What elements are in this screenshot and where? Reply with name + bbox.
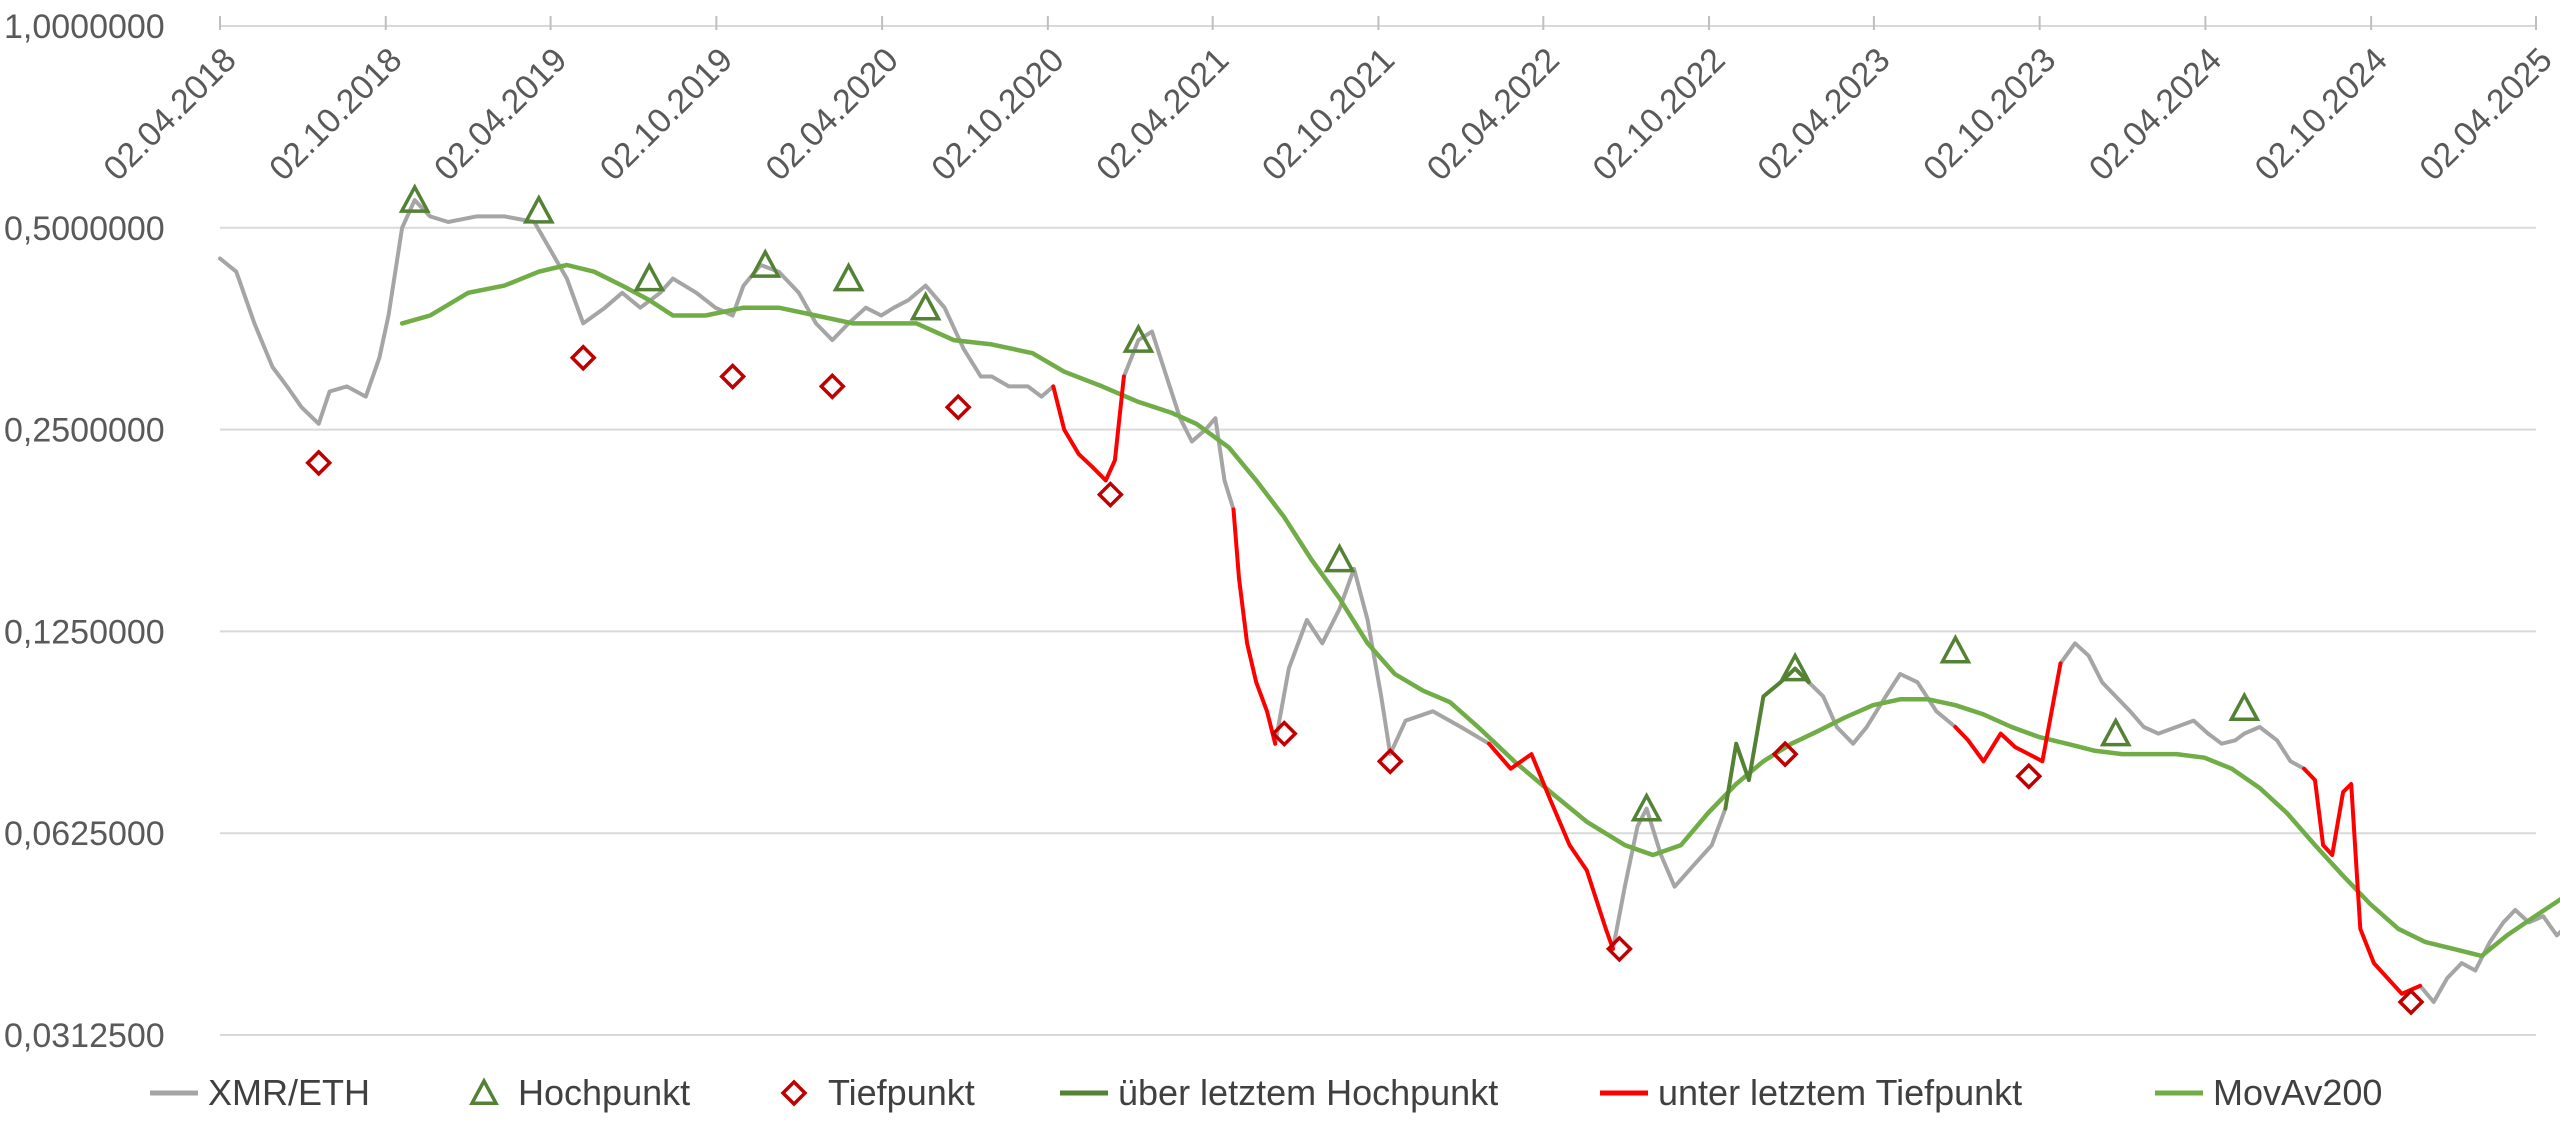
series-line-ber-letztem-hochpunkt xyxy=(1723,666,1811,811)
legend-item-unter-letztem-tiefpunkt: unter letztem Tiefpunkt xyxy=(1600,1072,2022,1113)
series-line-xmr-eth xyxy=(2058,641,2307,771)
legend-item-ber-letztem-hochpunkt: über letztem Hochpunkt xyxy=(1060,1072,1498,1113)
y-tick-label: 0,2500000 xyxy=(4,412,165,450)
y-tick-label: 0,5000000 xyxy=(4,210,165,248)
y-tick-label: 0,0625000 xyxy=(4,815,165,853)
x-axis: 02.04.2018 02.10.2018 02.04.2019 02.10.2019… xyxy=(96,16,2560,188)
hochpunkt-marker xyxy=(749,248,782,278)
gridlines xyxy=(220,25,2536,1036)
legend-label: XMR/ETH xyxy=(208,1072,370,1113)
tiefpunkt-marker xyxy=(1605,935,1633,963)
series-line-xmr-eth xyxy=(1273,566,1491,757)
series-line-movav200 xyxy=(399,262,2560,959)
x-tick-label: 02.10.2022 xyxy=(1586,41,1733,188)
hochpunkt-marker xyxy=(1939,633,1972,664)
tiefpunkt-marker xyxy=(569,344,597,372)
tiefpunkt-marker xyxy=(944,393,972,421)
series-line-unter-letztem-tiefpunkt xyxy=(1231,507,1278,746)
legend-label: unter letztem Tiefpunkt xyxy=(1658,1072,2022,1113)
series-line-unter-letztem-tiefpunkt xyxy=(2302,766,2423,996)
legend-item-xmr-eth: XMR/ETH xyxy=(150,1072,370,1113)
series-line-unter-letztem-tiefpunkt xyxy=(1487,741,1615,951)
x-tick-label: 02.10.2023 xyxy=(1916,41,2063,188)
legend-item-movav200: MovAv200 xyxy=(2155,1072,2382,1113)
legend-label: Tiefpunkt xyxy=(828,1072,975,1113)
x-tick-label: 02.04.2020 xyxy=(759,41,906,188)
tiefpunkt-marker xyxy=(719,363,747,390)
x-tick-label: 02.04.2022 xyxy=(1420,41,1567,188)
legend-item-tiefpunkt: Tiefpunkt xyxy=(780,1072,975,1113)
x-tick-label: 02.10.2018 xyxy=(262,41,409,188)
legend-item-hochpunkt: Hochpunkt xyxy=(469,1072,690,1113)
tiefpunkt-marker xyxy=(1270,720,1298,748)
series-line-xmr-eth xyxy=(2418,908,2560,1004)
hochpunkt-marker xyxy=(1630,791,1663,822)
tiefpunkt-marker xyxy=(1771,740,1799,768)
hochpunkt-marker xyxy=(398,183,431,213)
series-line-xmr-eth xyxy=(1121,329,1236,512)
tiefpunkt-marker xyxy=(818,372,846,400)
y-tick-label: 0,1250000 xyxy=(4,613,165,651)
hochpunkt-marker xyxy=(522,194,555,224)
hochpunkt-marker xyxy=(633,261,666,292)
tiefpunkt-marker xyxy=(1376,747,1404,775)
x-tick-label: 02.04.2025 xyxy=(2412,41,2559,188)
y-axis-tick-labels: 1,0000000 0,5000000 0,2500000 0,1250000 0,06… xyxy=(4,8,165,1055)
x-tick-label: 02.04.2023 xyxy=(1750,41,1897,188)
x-tick-label: 02.10.2020 xyxy=(924,41,1071,188)
tiefpunkt-marker xyxy=(1096,481,1124,509)
legend-label: über letztem Hochpunkt xyxy=(1118,1072,1498,1113)
series-line-xmr-eth xyxy=(218,198,1056,426)
x-tick-label: 02.04.2018 xyxy=(96,41,243,188)
tiefpunkt-marker xyxy=(305,449,333,477)
hochpunkt-marker xyxy=(2099,716,2132,747)
y-tick-label: 1,0000000 xyxy=(4,8,165,46)
x-tick-label: 02.10.2019 xyxy=(593,41,740,188)
hochpunkt-marker xyxy=(832,261,865,292)
series-line-xmr-eth xyxy=(1806,672,1958,746)
hochpunkt-marker xyxy=(1779,651,1812,682)
hochpunkt-marker xyxy=(1323,542,1356,573)
legend-label: Hochpunkt xyxy=(518,1072,690,1113)
series-line-unter-letztem-tiefpunkt xyxy=(1953,661,2063,764)
series-lines xyxy=(218,198,2560,1004)
series-line-unter-letztem-tiefpunkt xyxy=(1051,374,1126,483)
x-tick-label: 02.10.2021 xyxy=(1255,41,1402,188)
legend: XMR/ETH Hochpunkt Tiefpunkt über letztem Ho… xyxy=(150,1072,2382,1113)
tiefpunkt-marker xyxy=(2015,762,2043,790)
x-tick-label: 02.04.2021 xyxy=(1089,41,1236,188)
tiefpunkt-marker xyxy=(2397,988,2425,1016)
x-tick-label: 02.04.2024 xyxy=(2082,41,2229,188)
series-line-xmr-eth xyxy=(1611,806,1728,951)
hochpunkt-marker xyxy=(2228,691,2261,722)
hochpunkt-marker xyxy=(1122,323,1155,353)
y-tick-label: 0,0312500 xyxy=(4,1017,165,1055)
legend-triangle-icon xyxy=(469,1077,499,1105)
series-markers xyxy=(305,183,2425,1016)
legend-diamond-icon xyxy=(780,1079,808,1107)
x-tick-label: 02.10.2024 xyxy=(2248,41,2395,188)
hochpunkt-marker xyxy=(909,291,942,321)
legend-label: MovAv200 xyxy=(2213,1072,2382,1113)
x-tick-label: 02.04.2019 xyxy=(427,41,574,188)
